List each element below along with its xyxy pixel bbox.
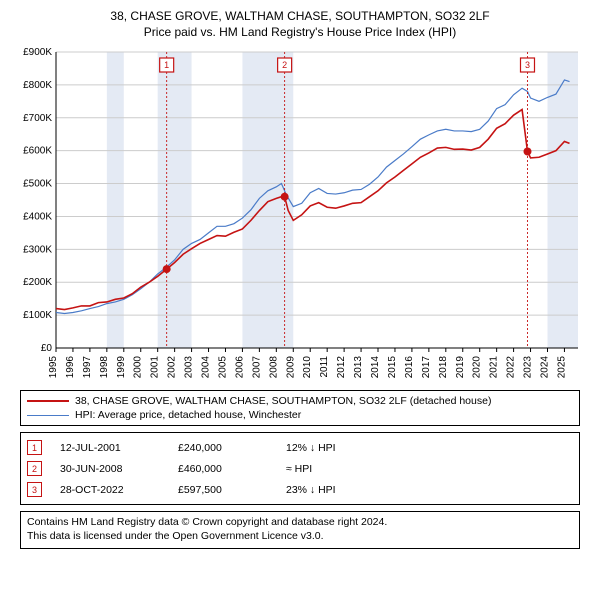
- marker-dot: [163, 265, 171, 273]
- series-hpi: [56, 80, 570, 314]
- marker-dot: [523, 148, 531, 156]
- legend-label: HPI: Average price, detached house, Winc…: [75, 409, 301, 421]
- chart-svg: £0 £100K £200K £300K £400K £500K £600K £700K £80…: [10, 44, 590, 384]
- chart-area: £0 £100K £200K £300K £400K £500K £600K £700K £80…: [10, 44, 590, 384]
- y-tick-label: £700K: [23, 113, 52, 124]
- event-date: 12-JUL-2001: [60, 442, 160, 454]
- event-hpi: 23% ↓ HPI: [286, 484, 573, 496]
- x-tick-label: 2023: [523, 356, 534, 379]
- event-date: 30-JUN-2008: [60, 463, 160, 475]
- event-price: £240,000: [178, 442, 268, 454]
- x-tick-label: 2016: [404, 356, 415, 379]
- x-tick-label: 2017: [421, 356, 432, 379]
- footer-box: Contains HM Land Registry data © Crown c…: [20, 511, 580, 548]
- x-tick-label: 2006: [234, 356, 245, 379]
- legend-box: 38, CHASE GROVE, WALTHAM CHASE, SOUTHAMP…: [20, 390, 580, 426]
- event-price: £460,000: [178, 463, 268, 475]
- x-tick-label: 2009: [285, 356, 296, 379]
- event-number-box: 2: [27, 461, 42, 476]
- background-band: [158, 52, 192, 348]
- marker-number: 2: [282, 60, 287, 70]
- marker-dot: [281, 193, 289, 201]
- marker-number: 3: [525, 60, 530, 70]
- chart-title: 38, CHASE GROVE, WALTHAM CHASE, SOUTHAMP…: [110, 8, 489, 40]
- y-tick-label: £400K: [23, 212, 52, 223]
- x-tick-label: 2001: [150, 356, 161, 379]
- x-tick-label: 2002: [167, 356, 178, 379]
- page-container: 38, CHASE GROVE, WALTHAM CHASE, SOUTHAMP…: [0, 0, 600, 553]
- event-price: £597,500: [178, 484, 268, 496]
- event-date: 28-OCT-2022: [60, 484, 160, 496]
- legend-swatch: [27, 400, 69, 402]
- legend-swatch: [27, 415, 69, 416]
- y-tick-label: £800K: [23, 80, 52, 91]
- x-tick-label: 2007: [251, 356, 262, 379]
- x-tick-label: 2010: [302, 356, 313, 379]
- y-tick-label: £900K: [23, 47, 52, 58]
- y-tick-label: £600K: [23, 146, 52, 157]
- x-tick-label: 2025: [556, 356, 567, 379]
- x-tick-label: 1995: [48, 356, 59, 379]
- x-tick-label: 1999: [116, 356, 127, 379]
- event-number-box: 1: [27, 440, 42, 455]
- x-tick-label: 2012: [336, 356, 347, 379]
- events-box: 1 12-JUL-2001 £240,000 12% ↓ HPI 2 30-JUN-200…: [20, 432, 580, 505]
- footer-line-2: This data is licensed under the Open Gov…: [27, 530, 324, 542]
- event-number-box: 3: [27, 482, 42, 497]
- legend-row: HPI: Average price, detached house, Winc…: [27, 408, 573, 422]
- x-tick-label: 2019: [455, 356, 466, 379]
- y-tick-label: £0: [41, 343, 53, 354]
- x-tick-label: 1996: [65, 356, 76, 379]
- x-tick-label: 2013: [353, 356, 364, 379]
- x-tick-label: 2008: [268, 356, 279, 379]
- footer-line-1: Contains HM Land Registry data © Crown c…: [27, 516, 387, 528]
- event-hpi: 12% ↓ HPI: [286, 442, 573, 454]
- event-row: 3 28-OCT-2022 £597,500 23% ↓ HPI: [27, 479, 573, 500]
- x-tick-label: 2000: [133, 356, 144, 379]
- x-tick-label: 1997: [82, 356, 93, 379]
- title-line-1: 38, CHASE GROVE, WALTHAM CHASE, SOUTHAMP…: [110, 9, 489, 23]
- x-tick-label: 2020: [472, 356, 483, 379]
- event-hpi: ≈ HPI: [286, 463, 573, 475]
- y-tick-label: £300K: [23, 245, 52, 256]
- title-line-2: Price paid vs. HM Land Registry's House …: [144, 25, 456, 39]
- x-tick-label: 2022: [506, 356, 517, 379]
- legend-label: 38, CHASE GROVE, WALTHAM CHASE, SOUTHAMP…: [75, 395, 491, 407]
- event-row: 2 30-JUN-2008 £460,000 ≈ HPI: [27, 458, 573, 479]
- event-row: 1 12-JUL-2001 £240,000 12% ↓ HPI: [27, 437, 573, 458]
- marker-number: 1: [164, 60, 169, 70]
- x-tick-label: 2004: [201, 356, 212, 379]
- y-tick-label: £100K: [23, 310, 52, 321]
- x-tick-label: 2005: [217, 356, 228, 379]
- x-tick-label: 2024: [539, 356, 550, 379]
- x-tick-label: 2003: [184, 356, 195, 379]
- x-tick-label: 1998: [99, 356, 110, 379]
- legend-row: 38, CHASE GROVE, WALTHAM CHASE, SOUTHAMP…: [27, 394, 573, 408]
- x-tick-label: 2014: [370, 356, 381, 379]
- series-property: [56, 110, 570, 310]
- y-tick-label: £200K: [23, 278, 52, 289]
- background-band: [547, 52, 578, 348]
- y-tick-label: £500K: [23, 179, 52, 190]
- x-tick-label: 2011: [319, 356, 330, 378]
- x-tick-label: 2015: [387, 356, 398, 379]
- x-tick-label: 2021: [489, 356, 500, 379]
- x-tick-label: 2018: [438, 356, 449, 379]
